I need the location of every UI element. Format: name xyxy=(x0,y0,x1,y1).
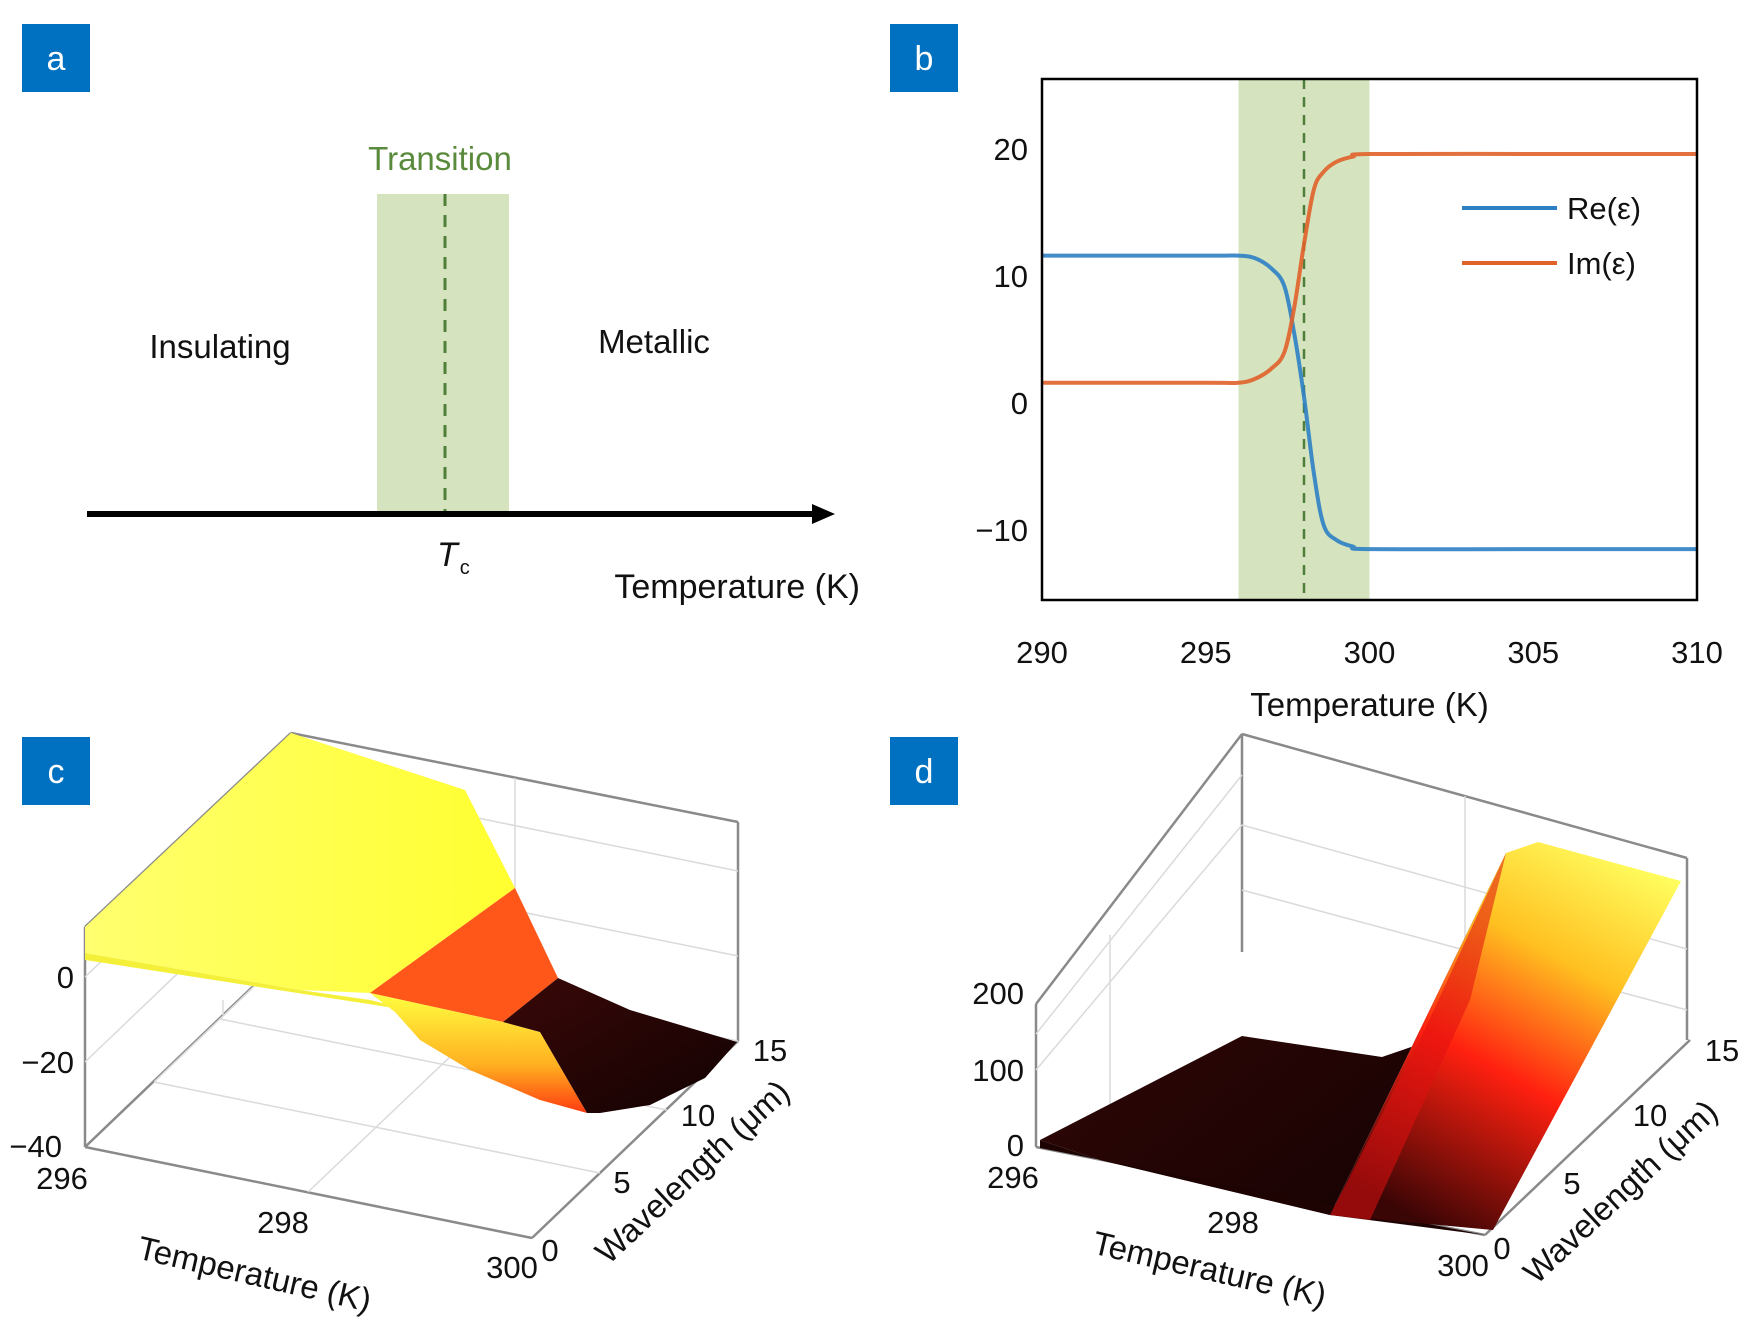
x-tick-label: 300 xyxy=(1437,1248,1489,1283)
plot-b: 290 295 300 305 310 −10 0 10 20 Temperature (K) Re… xyxy=(975,77,1723,723)
x-axis-title: Temperature (K) xyxy=(1250,686,1488,723)
transition-label: Transition xyxy=(368,140,512,177)
y-tick-label: −10 xyxy=(975,513,1028,548)
c-surface-orange-slope xyxy=(370,888,558,1022)
panel-tag-a-bg xyxy=(22,24,90,92)
transition-band xyxy=(377,194,509,512)
d-surface-ridge-shadow xyxy=(1330,853,1506,1220)
y-tick-label: 10 xyxy=(681,1098,715,1133)
c-surface-plateau xyxy=(85,733,515,993)
x-tick-label: 310 xyxy=(1671,635,1723,670)
y-tick-label: 5 xyxy=(1563,1166,1580,1201)
panel-tag-b-text: b xyxy=(915,40,934,78)
y-tick-label: 15 xyxy=(1705,1033,1739,1068)
y-tick-label: 0 xyxy=(1493,1231,1510,1266)
d-right-bottom-edge xyxy=(1484,1039,1691,1236)
y-tick-label: 0 xyxy=(541,1233,558,1268)
panel-tag-d: d xyxy=(890,737,958,805)
metallic-label: Metallic xyxy=(598,323,710,360)
y-tick-label: 5 xyxy=(613,1165,630,1200)
d-surface-ridge xyxy=(1330,842,1681,1230)
z-tick-label: 100 xyxy=(972,1053,1024,1088)
panel-tag-c-text: c xyxy=(48,753,65,791)
c-surface-front-edge xyxy=(85,953,420,1012)
x-tick-label: 300 xyxy=(1344,635,1396,670)
arrow-head-icon xyxy=(812,504,835,524)
d-surface-dark-floor xyxy=(1040,853,1506,1215)
y-tick-label: 15 xyxy=(753,1033,787,1068)
x-tick-label: 305 xyxy=(1507,635,1559,670)
panel-d-surface xyxy=(1040,842,1681,1235)
d-left-top-edge xyxy=(1035,733,1243,1005)
series-line-re xyxy=(1041,253,1697,552)
panel-a-axis-label: Temperature (K) xyxy=(614,568,860,606)
panel-tag-b-bg xyxy=(890,24,958,92)
panel-tag-d-bg xyxy=(890,737,958,805)
panel-tag-b: b xyxy=(890,24,958,92)
panel-c-surface xyxy=(85,733,737,1113)
d-grid-line xyxy=(1035,774,1243,1035)
x-tick-label: 300 xyxy=(486,1250,538,1285)
z-tick-label: −20 xyxy=(21,1045,74,1080)
panel-tag-a: a xyxy=(22,24,90,92)
c-surface-dark-region xyxy=(503,978,737,1113)
z-tick-label: 200 xyxy=(972,976,1024,1011)
c-back-top-edge xyxy=(290,731,739,824)
legend-label-im: Im(ε) xyxy=(1567,246,1636,281)
c-grid-line xyxy=(153,1081,601,1174)
plot-frame-b xyxy=(1040,77,1699,602)
c-surface-front-curl xyxy=(370,993,587,1113)
y-tick-label: 10 xyxy=(1633,1098,1667,1133)
series-line-im xyxy=(1041,151,1697,385)
x-tick-label: 298 xyxy=(257,1205,309,1240)
insulating-label: Insulating xyxy=(149,328,290,365)
z-tick-label: 0 xyxy=(1007,1128,1024,1163)
legend-label-re: Re(ε) xyxy=(1567,191,1641,226)
x-tick-label: 296 xyxy=(987,1160,1039,1195)
panel-b: b 290 295 300 305 310 −10 0 10 20 Temperature (K)… xyxy=(890,24,1723,723)
x-tick-label: 298 xyxy=(1207,1205,1259,1240)
x-tick-label: 296 xyxy=(36,1161,88,1196)
d-grid-line xyxy=(1035,824,1243,1071)
c-xlabel: Temperature (K) xyxy=(134,1229,375,1319)
y-tick-label: 20 xyxy=(994,132,1028,167)
z-tick-label: −40 xyxy=(9,1129,62,1164)
tc-sub: c xyxy=(460,557,470,579)
x-tick-label: 295 xyxy=(1180,635,1232,670)
y-tick-label: 10 xyxy=(994,259,1028,294)
panel-tag-c: c xyxy=(22,737,90,805)
panel-tag-c-bg xyxy=(22,737,90,805)
tc-main: T xyxy=(437,536,460,574)
z-tick-label: 0 xyxy=(57,960,74,995)
panel-tag-d-text: d xyxy=(915,753,934,791)
panel-tag-a-text: a xyxy=(47,40,66,78)
panel-c: c xyxy=(9,731,796,1319)
y-tick-label: 0 xyxy=(1011,386,1028,421)
x-tick-label: 290 xyxy=(1016,635,1068,670)
